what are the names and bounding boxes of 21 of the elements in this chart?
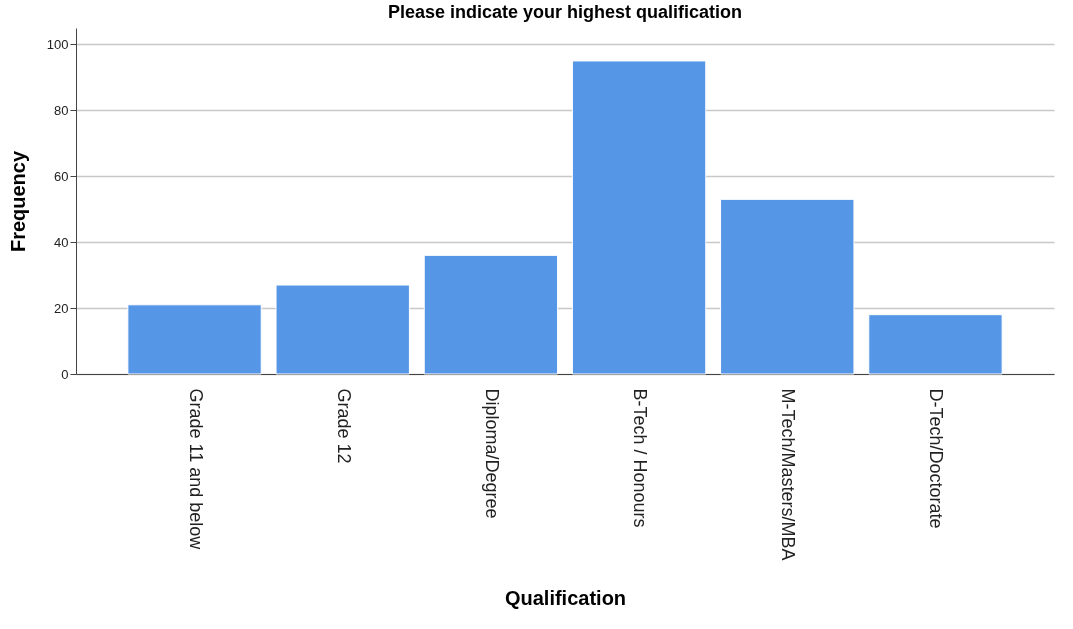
x-tick-label: D-Tech/Doctorate (926, 388, 947, 529)
x-tick-label: Grade 12 (333, 388, 354, 464)
bar (127, 304, 262, 375)
y-tick-label: 20 (54, 300, 69, 316)
chart-title: Please indicate your highest qualification (387, 2, 743, 22)
y-tick-label: 40 (54, 234, 69, 250)
y-tick-label: 60 (54, 168, 69, 184)
x-axis-title: Qualification (504, 586, 627, 609)
y-tick-label: 0 (61, 366, 69, 382)
bar (868, 314, 1003, 375)
x-tick-label: Diploma/Degree (481, 388, 502, 519)
y-tick-label: 100 (46, 36, 69, 52)
x-tick-label: B-Tech / Honours (630, 388, 651, 528)
y-axis-title: Frequency (6, 150, 29, 253)
bar (571, 60, 707, 375)
y-tick-label: 80 (54, 102, 69, 118)
bar (720, 198, 855, 375)
x-tick-label: M-Tech/Masters/MBA (778, 388, 799, 561)
bar (423, 254, 559, 375)
bar (275, 284, 410, 375)
x-tick-label: Grade 11 and below (185, 388, 206, 551)
